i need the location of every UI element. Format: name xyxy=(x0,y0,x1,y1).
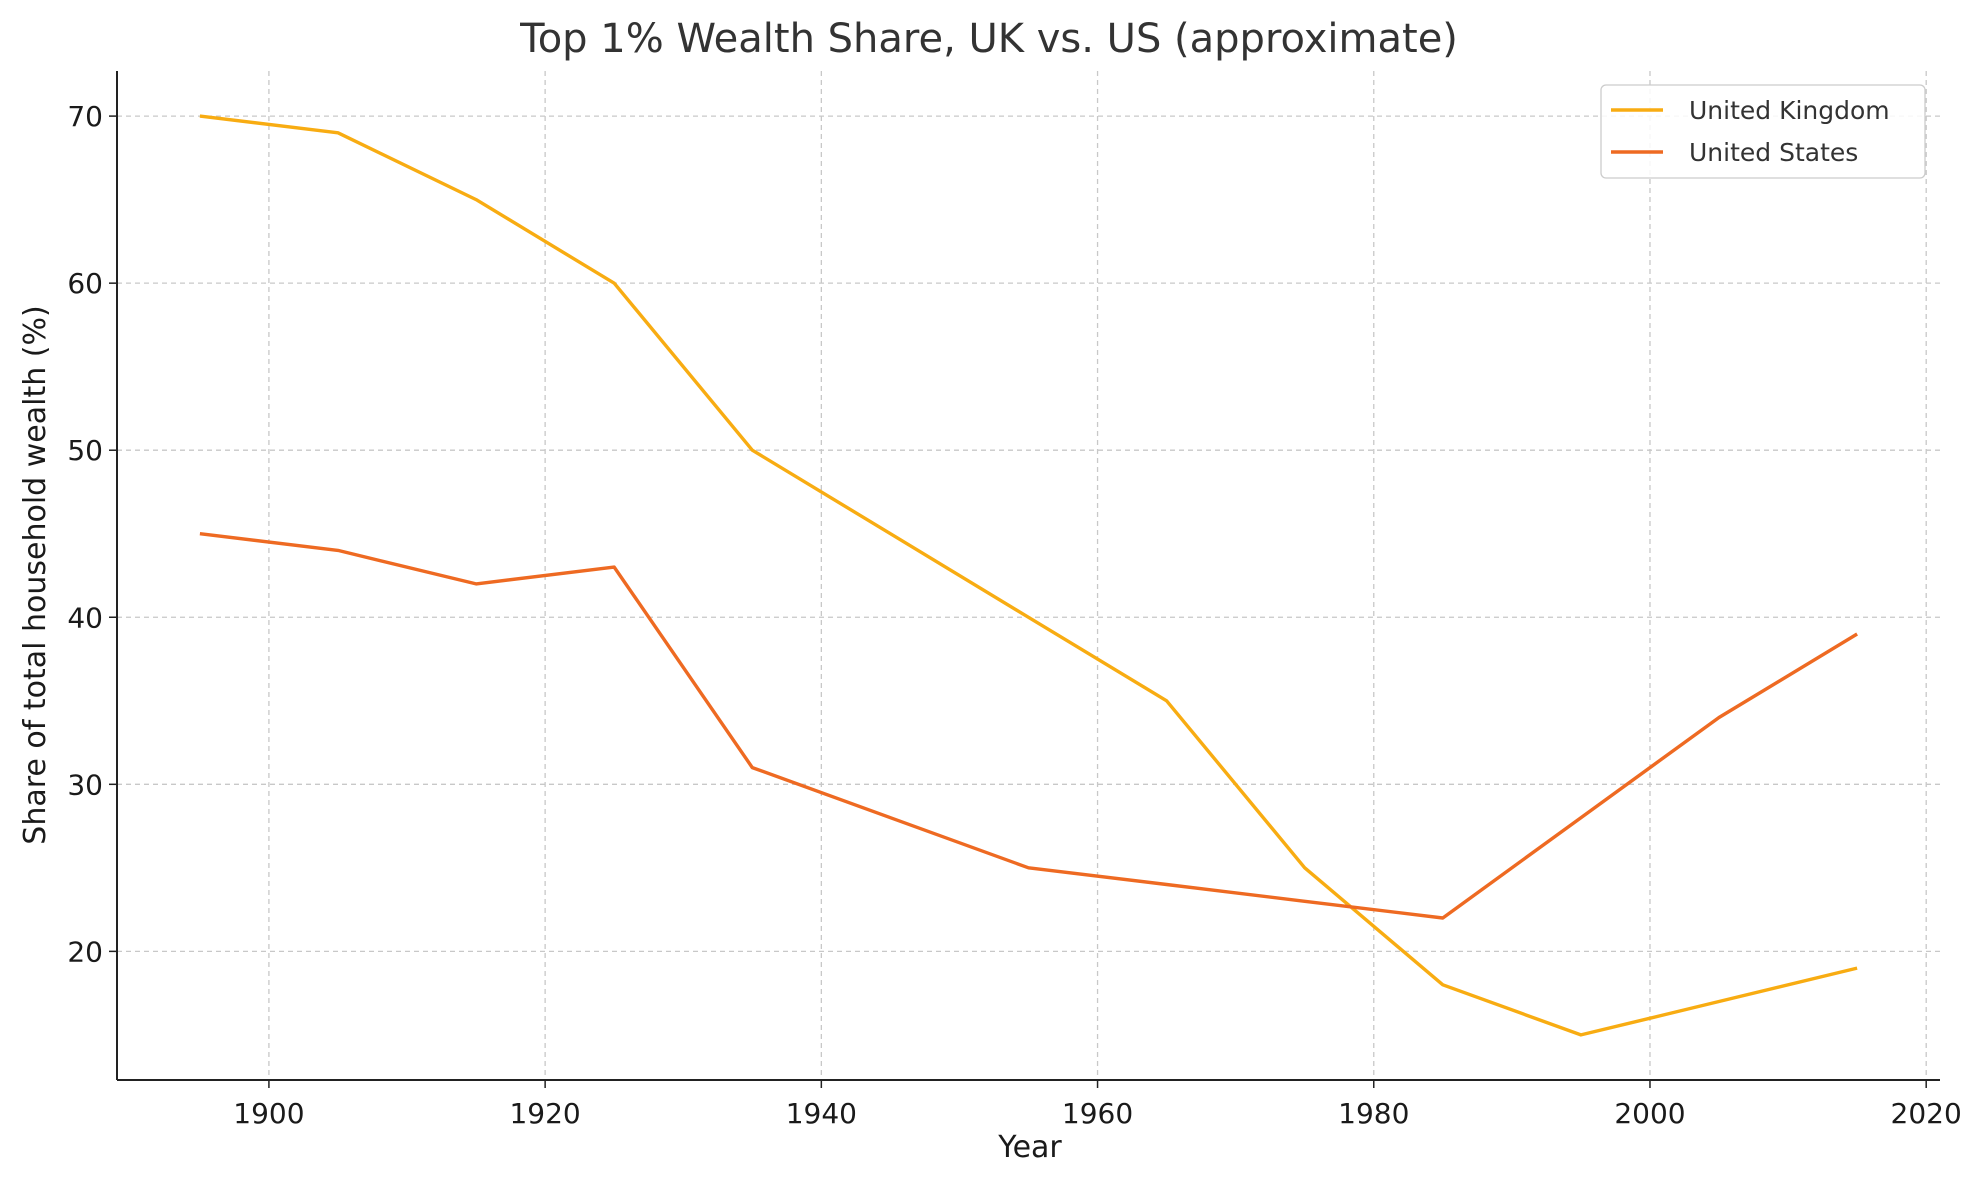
legend: United Kingdom United States xyxy=(1600,84,1926,179)
series-lines xyxy=(199,114,1858,1037)
legend-box xyxy=(1600,84,1926,179)
x-tick-label: 1960 xyxy=(1062,1097,1133,1130)
y-tick-label: 30 xyxy=(67,768,103,801)
x-tick-label: 1980 xyxy=(1338,1097,1409,1130)
axes xyxy=(116,71,1940,1081)
x-tick-label: 1920 xyxy=(509,1097,580,1130)
x-tick-label: 2000 xyxy=(1614,1097,1685,1130)
series-line-0 xyxy=(199,114,1858,1037)
grid xyxy=(117,71,1940,1080)
y-tick-label: 60 xyxy=(67,267,103,300)
x-axis-label: Year xyxy=(997,1130,1062,1165)
x-tick-label: 2020 xyxy=(1891,1097,1962,1130)
chart-title: Top 1% Wealth Share, UK vs. US (approxim… xyxy=(519,16,1458,62)
series-line-1 xyxy=(199,532,1858,920)
y-tick-label: 70 xyxy=(67,100,103,133)
x-axis-ticks: 1900 1920 1940 1960 1980 2000 2020 xyxy=(233,1080,1962,1130)
x-tick-label: 1900 xyxy=(233,1097,304,1130)
y-tick-label: 20 xyxy=(67,935,103,968)
y-tick-label: 50 xyxy=(67,434,103,467)
y-axis-ticks: 20 30 40 50 60 70 xyxy=(67,100,117,968)
y-axis-label: Share of total household wealth (%) xyxy=(18,305,53,844)
x-tick-label: 1940 xyxy=(786,1097,857,1130)
legend-label-1: United States xyxy=(1689,138,1858,167)
y-tick-label: 40 xyxy=(67,601,103,634)
legend-label-0: United Kingdom xyxy=(1689,96,1890,125)
